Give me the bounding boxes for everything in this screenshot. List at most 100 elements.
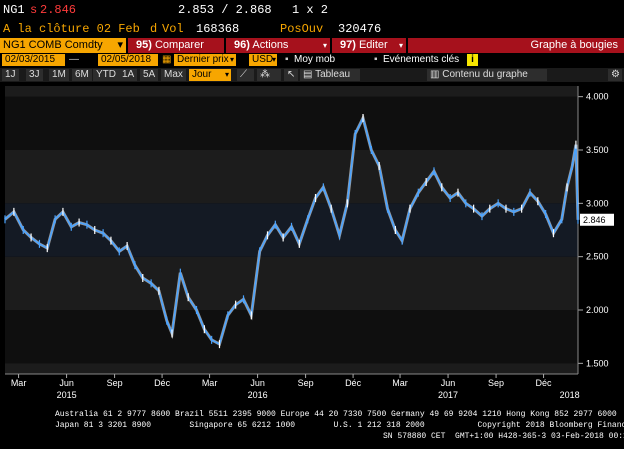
footer: Australia 61 2 9777 8600 Brazil 5511 239… [0, 407, 624, 449]
table-button[interactable]: ▤ Tableau [300, 69, 360, 81]
x-tick-label: Sep [488, 378, 504, 388]
compare-button[interactable]: 95) Comparer [128, 38, 224, 53]
x-tick-label: Sep [298, 378, 314, 388]
chart-content-label: Contenu du graphe [442, 69, 528, 80]
trend-arrow: s [30, 3, 38, 17]
period-tabs: 1J 3J 1M 6M YTD 1A 5A Max Jour ▾ ⟋ ⁂ ↖ ▤… [0, 68, 624, 82]
grid-band [5, 310, 578, 364]
edit-button[interactable]: 97) Editer ▾ [332, 38, 406, 53]
last-price: 2.846 [40, 3, 77, 17]
price-field-select[interactable]: Dernier prix ▾ [174, 54, 236, 66]
chart-type-label: Graphe à bougies [530, 39, 618, 51]
date-range-row: 02/03/2015 — 02/05/2018 ▦ Dernier prix ▾… [0, 54, 624, 67]
table-label: Tableau [315, 69, 351, 80]
y-tick-label: 2.000 [586, 305, 609, 315]
x-year-label: 2018 [560, 390, 580, 400]
last-value-box [580, 213, 614, 226]
actions-button[interactable]: 96) Actions ▾ [226, 38, 330, 53]
table-icon: ▤ [303, 69, 313, 80]
actions-label: Actions [252, 39, 289, 51]
info-icon[interactable]: i [467, 54, 478, 66]
edit-shortcut: 97) [340, 39, 356, 51]
tab-5y[interactable]: 5A [140, 69, 159, 81]
end-date-field[interactable]: 02/05/2018 [98, 54, 158, 66]
volume-label: Vol [162, 22, 184, 36]
x-tick-label: Sep [107, 378, 123, 388]
compare-label: Comparer [154, 39, 204, 51]
security-field[interactable]: NG1 COMB Comdty ▾ [0, 38, 126, 53]
events-checkbox-icon[interactable]: ▪ [374, 54, 378, 65]
x-tick-label: Mar [202, 378, 218, 388]
tab-3d[interactable]: 3J [26, 69, 43, 81]
y-tick-label: 3.000 [586, 198, 609, 208]
security-name: NG1 COMB Comdty [3, 39, 103, 51]
command-bar: NG1 COMB Comdty ▾ 95) Comparer 96) Actio… [0, 38, 624, 53]
grid-band [5, 363, 578, 374]
grid-band [5, 96, 578, 150]
close-flag: d [150, 22, 158, 36]
x-tick-label: Mar [11, 378, 27, 388]
volume-value: 168368 [196, 22, 240, 36]
moving-avg-checkbox-icon[interactable]: ▪ [285, 54, 289, 65]
x-tick-label: Jun [441, 378, 456, 388]
currency-label: USD [252, 54, 274, 65]
grid-band [5, 256, 578, 310]
events-label[interactable]: Evénements clés [383, 54, 460, 65]
footer-contacts-2: Japan 81 3 3201 8900 Singapore 65 6212 1… [55, 421, 624, 430]
date-separator: — [69, 54, 79, 65]
price-chart[interactable]: 1.500 2.000 2.500 3.000 3.500 4.000 Mar Jun Sep D… [0, 84, 624, 406]
settings-icon[interactable]: ⚙ [608, 69, 622, 81]
tab-ytd[interactable]: YTD [93, 69, 119, 81]
x-year-label: 2017 [438, 390, 458, 400]
tab-6m[interactable]: 6M [72, 69, 92, 81]
cursor-icon[interactable]: ↖ [284, 69, 298, 81]
line-chart-icon[interactable]: ⟋ [237, 69, 254, 81]
currency-dropdown-icon: ▾ [271, 55, 276, 64]
footer-contacts-1: Australia 61 2 9777 8600 Brazil 5511 239… [55, 410, 617, 419]
frequency-select[interactable]: Jour ▾ [189, 69, 231, 81]
close-info-row: A la clôture 02 Feb d Vol 168368 PosOuv … [0, 20, 624, 38]
x-year-label: 2015 [57, 390, 77, 400]
bid-ask-size: 1 x 2 [292, 3, 329, 17]
tab-1m[interactable]: 1M [49, 69, 69, 81]
grid-band [5, 150, 578, 204]
x-tick-label: Jun [59, 378, 74, 388]
start-date-field[interactable]: 02/03/2015 [2, 54, 65, 66]
edit-dropdown-icon: ▾ [398, 41, 403, 50]
x-tick-label: Déc [536, 378, 553, 388]
actions-shortcut: 96) [234, 39, 250, 51]
y-tick-label: 4.000 [586, 92, 609, 102]
frequency-label: Jour [192, 69, 212, 80]
tab-1y[interactable]: 1A [119, 69, 138, 81]
x-tick-label: Déc [345, 378, 362, 388]
chart-type-button[interactable]: Graphe à bougies [408, 38, 624, 53]
tab-max[interactable]: Max [161, 69, 186, 81]
moving-avg-label[interactable]: Moy mob [294, 54, 336, 65]
x-tick-label: Déc [154, 378, 171, 388]
x-tick-label: Mar [392, 378, 408, 388]
close-label: A la clôture 02 Feb [3, 22, 140, 36]
chart-content-button[interactable]: ▥ Contenu du graphe [427, 69, 547, 81]
footer-session: SN 578880 CET GMT+1:00 H428-365-3 03-Feb… [383, 432, 624, 441]
y-tick-label: 3.500 [586, 145, 609, 155]
y-tick-label: 2.500 [586, 252, 609, 262]
tab-1d[interactable]: 1J [2, 69, 19, 81]
draw-tools-icon[interactable]: ⁂ [257, 69, 281, 81]
price-field-label: Dernier prix [177, 54, 229, 65]
x-year-label: 2016 [248, 390, 268, 400]
grid-band [5, 86, 578, 97]
chart-svg: 1.500 2.000 2.500 3.000 3.500 4.000 Mar Jun Sep D… [4, 86, 614, 400]
calendar-icon[interactable]: ▦ [162, 54, 172, 65]
currency-select[interactable]: USD ▾ [249, 54, 277, 66]
actions-dropdown-icon: ▾ [322, 41, 327, 50]
chart-content-icon: ▥ [430, 69, 440, 80]
x-tick-label: Jun [250, 378, 265, 388]
open-interest-label: PosOuv [280, 22, 324, 36]
compare-shortcut: 95) [136, 39, 152, 51]
quote-header: NG1 s 2.846 2.853 / 2.868 1 x 2 [0, 0, 624, 20]
security-dropdown-icon: ▾ [117, 39, 123, 51]
bid-ask: 2.853 / 2.868 [178, 3, 272, 17]
open-interest-value: 320476 [338, 22, 382, 36]
price-field-dropdown-icon: ▾ [229, 55, 234, 64]
frequency-dropdown-icon: ▾ [224, 70, 229, 79]
